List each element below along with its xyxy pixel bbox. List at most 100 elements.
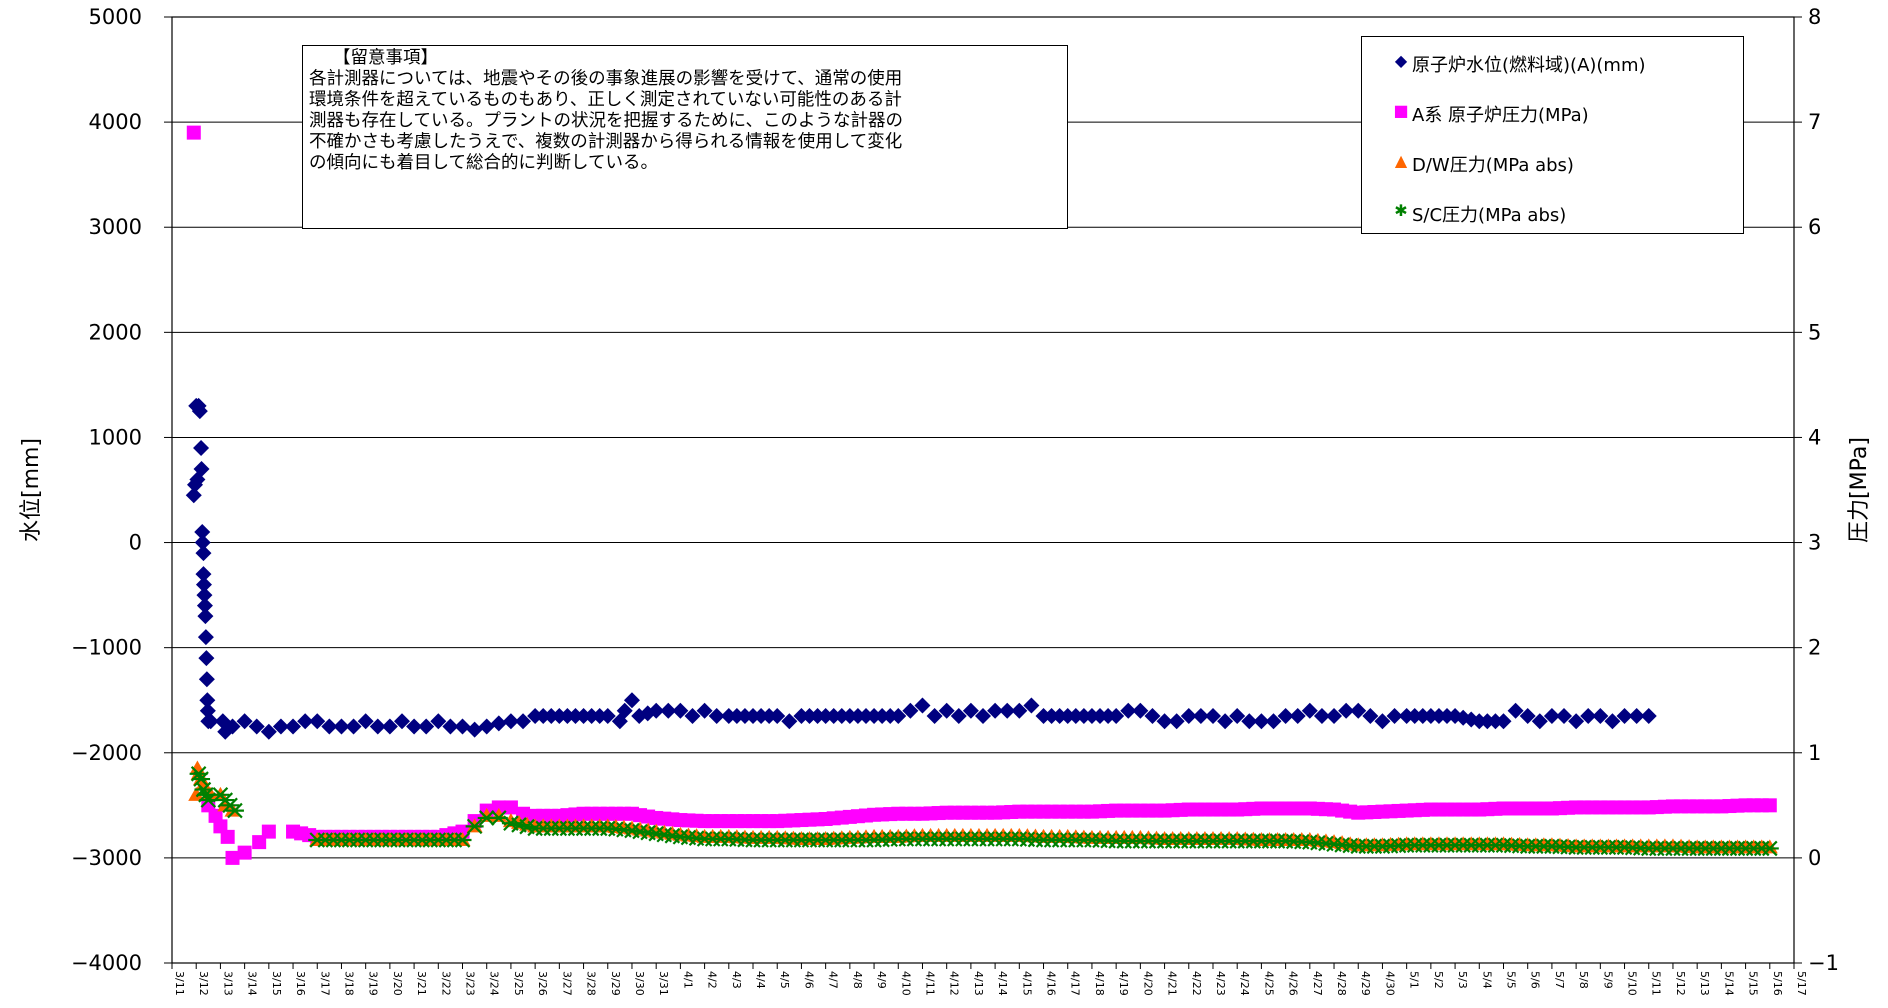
x-tick-label: 3/20 — [391, 971, 404, 996]
triangle-icon: ▲ — [1394, 151, 1408, 170]
legend-item-sc-pressure: ✱ S/C圧力(MPa abs) — [1362, 201, 1743, 251]
data-point — [599, 707, 616, 724]
data-point — [623, 692, 640, 709]
y2-tick-label: 7 — [1808, 110, 1821, 134]
data-point — [1301, 702, 1318, 719]
data-point — [309, 713, 326, 730]
legend-item-dw-pressure: ▲ D/W圧力(MPa abs) — [1362, 151, 1743, 201]
x-tick-label: 4/17 — [1069, 971, 1082, 996]
data-point — [478, 718, 495, 735]
data-point — [1217, 713, 1234, 730]
data-point — [1144, 707, 1161, 724]
x-tick-label: 5/9 — [1601, 971, 1614, 989]
x-tick-label: 5/11 — [1650, 971, 1663, 996]
data-point — [1507, 702, 1524, 719]
data-point — [196, 587, 213, 604]
x-tick-label: 3/17 — [318, 971, 331, 996]
x-tick-label: 3/24 — [488, 971, 501, 996]
x-tick-label: 3/28 — [585, 971, 598, 996]
data-point — [962, 702, 979, 719]
x-tick-label: 3/26 — [536, 971, 549, 996]
series-4 — [189, 766, 1779, 857]
data-point — [197, 608, 214, 625]
data-point — [1374, 713, 1391, 730]
data-point — [237, 845, 252, 860]
y2-tick-label: 2 — [1808, 636, 1821, 660]
x-tick-label: 4/19 — [1117, 971, 1130, 996]
data-point — [225, 850, 240, 865]
x-tick-label: 4/3 — [730, 971, 743, 989]
data-point — [1192, 707, 1209, 724]
y-tick-label: 3000 — [89, 215, 142, 239]
data-point — [1556, 707, 1573, 724]
data-point — [769, 707, 786, 724]
data-point — [926, 707, 943, 724]
data-point — [466, 721, 483, 738]
x-tick-label: 5/16 — [1771, 971, 1784, 996]
x-tick-label: 4/15 — [1020, 971, 1033, 996]
x-tick-label: 4/7 — [827, 971, 840, 989]
data-point — [999, 702, 1016, 719]
data-point — [817, 707, 834, 724]
x-tick-label: 4/26 — [1287, 971, 1300, 996]
x-tick-label: 3/13 — [221, 971, 234, 996]
data-point — [285, 718, 302, 735]
data-point — [213, 819, 228, 834]
y-tick-label: 2000 — [89, 320, 142, 344]
data-point — [197, 629, 214, 646]
data-point — [208, 808, 223, 823]
data-point — [1338, 702, 1355, 719]
data-point — [1422, 707, 1439, 724]
data-point — [583, 707, 600, 724]
legend-label: 原子炉水位(燃料域)(A)(mm) — [1412, 55, 1646, 76]
data-point — [809, 707, 826, 724]
data-point — [357, 713, 374, 730]
legend-label: S/C圧力(MPa abs) — [1412, 205, 1567, 226]
data-point — [841, 707, 858, 724]
legend-item-reactor-pressure: ■ A系 原子炉圧力(MPa) — [1362, 101, 1743, 151]
x-tick-label: 3/25 — [512, 971, 525, 996]
data-point — [333, 718, 350, 735]
data-point — [559, 707, 576, 724]
y2-tick-label: 5 — [1808, 320, 1821, 344]
x-tick-label: 4/27 — [1311, 971, 1324, 996]
x-tick-label: 3/23 — [464, 971, 477, 996]
data-point — [1406, 707, 1423, 724]
data-point — [1604, 713, 1621, 730]
data-point — [882, 707, 899, 724]
data-point — [672, 702, 689, 719]
x-tick-label: 4/6 — [802, 971, 815, 989]
y-tick-label: −2000 — [71, 741, 142, 765]
y2-tick-label: 0 — [1808, 846, 1821, 870]
data-point — [1313, 707, 1330, 724]
data-point — [1075, 707, 1092, 724]
y-tick-label: −3000 — [71, 846, 142, 870]
data-point — [975, 707, 991, 724]
data-point — [849, 707, 866, 724]
x-tick-label: 5/14 — [1722, 971, 1735, 996]
data-point — [515, 713, 532, 730]
x-tick-label: 4/11 — [923, 971, 936, 996]
data-point — [1023, 697, 1040, 714]
data-point — [527, 707, 544, 724]
y2-tick-label: −1 — [1808, 951, 1839, 975]
data-point — [833, 707, 850, 724]
data-point — [1229, 707, 1246, 724]
data-point — [1398, 707, 1415, 724]
y-tick-label: 0 — [129, 531, 142, 555]
data-point — [1326, 707, 1343, 724]
data-point — [252, 835, 267, 850]
data-point — [272, 718, 289, 735]
series-1 — [185, 397, 1657, 740]
data-point — [696, 702, 713, 719]
data-point — [260, 723, 277, 740]
data-point — [1180, 707, 1197, 724]
data-point — [1386, 707, 1403, 724]
note-title: 【留意事項】 — [333, 48, 438, 68]
x-tick-label: 5/7 — [1553, 971, 1566, 989]
y2-tick-label: 1 — [1808, 741, 1821, 765]
data-point — [198, 650, 215, 667]
data-point — [1568, 713, 1585, 730]
data-point — [503, 800, 518, 815]
data-point — [236, 713, 253, 730]
